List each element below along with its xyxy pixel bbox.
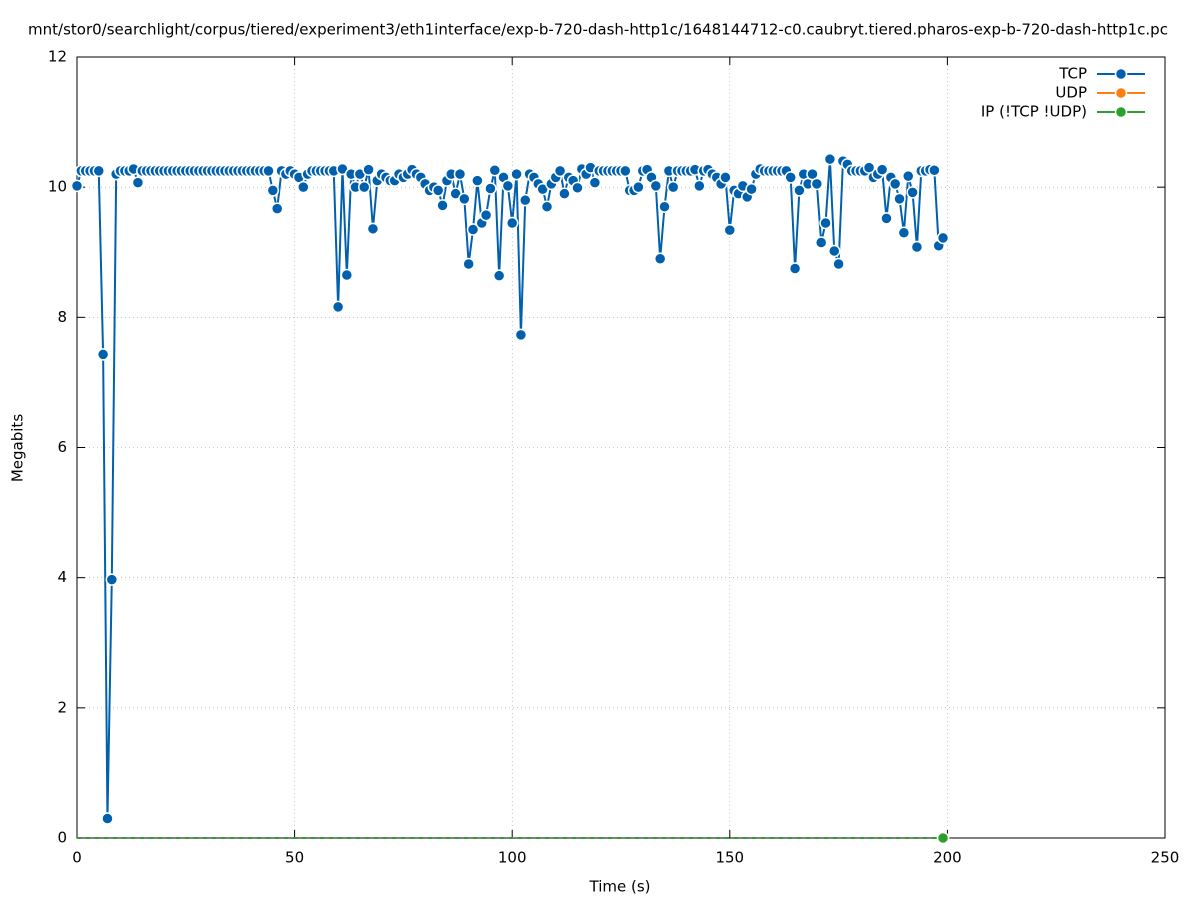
x-axis-label: Time (s) [589, 878, 651, 896]
data-point [893, 192, 906, 206]
data-point [823, 152, 837, 166]
data-point [70, 179, 84, 193]
data-point [362, 163, 375, 176]
data-point [723, 223, 737, 237]
data-point [514, 328, 528, 342]
data-point [658, 200, 671, 213]
data-point [553, 164, 567, 178]
y-tick-label: 8 [57, 308, 67, 326]
data-point [875, 163, 889, 176]
data-point [827, 244, 841, 258]
data-point [888, 177, 902, 191]
data-point [906, 186, 919, 199]
y-tick-label: 4 [57, 568, 67, 586]
x-tick-label: 200 [933, 849, 962, 867]
y-tick-label: 10 [48, 178, 67, 196]
legend-label: IP (!TCP !UDP) [981, 103, 1087, 121]
x-tick-label: 100 [498, 849, 527, 867]
data-point [510, 167, 523, 181]
data-point [897, 226, 911, 239]
data-point [693, 179, 706, 193]
data-point [519, 193, 532, 207]
data-point [458, 192, 471, 206]
data-point [366, 222, 380, 236]
x-tick-label: 250 [1151, 849, 1180, 867]
data-point [262, 164, 275, 178]
data-point [788, 262, 802, 275]
data-point [832, 257, 845, 271]
data-point [436, 199, 449, 212]
data-point [936, 231, 950, 245]
data-point [492, 269, 506, 282]
data-point [571, 181, 584, 195]
data-point [471, 174, 484, 187]
data-point [653, 252, 667, 266]
data-point [901, 169, 915, 183]
data-point [588, 176, 602, 189]
data-point [431, 184, 445, 197]
legend-label: UDP [1055, 84, 1087, 102]
data-point [92, 164, 106, 178]
data-point [340, 268, 354, 282]
x-tick-label: 50 [285, 849, 304, 867]
legend-marker [1114, 105, 1128, 119]
y-axis-label: Megabits [9, 414, 27, 482]
data-point [105, 573, 119, 586]
data-point [936, 831, 950, 845]
data-point [266, 184, 280, 197]
data-point [453, 167, 467, 181]
data-point [558, 187, 571, 200]
data-point [331, 300, 345, 314]
data-point [505, 216, 519, 230]
data-point [479, 208, 493, 222]
data-point [96, 348, 110, 361]
legend-label: TCP [1058, 65, 1087, 83]
data-point [745, 182, 758, 196]
data-point [619, 164, 632, 178]
y-tick-label: 6 [57, 438, 67, 456]
data-point [928, 163, 941, 177]
data-point [101, 812, 114, 825]
data-point [466, 223, 480, 236]
data-point [810, 177, 824, 191]
data-point [793, 184, 806, 197]
data-point [501, 179, 515, 193]
data-point [462, 257, 475, 271]
legend-marker [1114, 67, 1128, 81]
data-point [784, 171, 797, 184]
data-point [131, 176, 145, 189]
data-point [357, 180, 371, 194]
data-point [540, 200, 554, 213]
y-tick-label: 12 [48, 48, 67, 66]
data-point [488, 163, 502, 177]
data-point [649, 179, 663, 193]
y-tick-label: 0 [57, 829, 67, 847]
data-point [819, 216, 832, 230]
x-tick-label: 150 [715, 849, 744, 867]
chart-title: mnt/stor0/searchlight/corpus/tiered/expe… [28, 21, 1168, 39]
data-point [484, 182, 497, 195]
data-point [814, 236, 828, 249]
data-point [666, 180, 680, 194]
data-point [719, 171, 732, 184]
data-point [880, 212, 893, 225]
data-point [270, 202, 284, 215]
data-point [632, 180, 645, 194]
data-point [297, 180, 310, 194]
legend-marker [1114, 86, 1128, 100]
x-tick-label: 0 [72, 849, 82, 867]
data-point [910, 240, 924, 254]
y-tick-label: 2 [57, 698, 67, 716]
